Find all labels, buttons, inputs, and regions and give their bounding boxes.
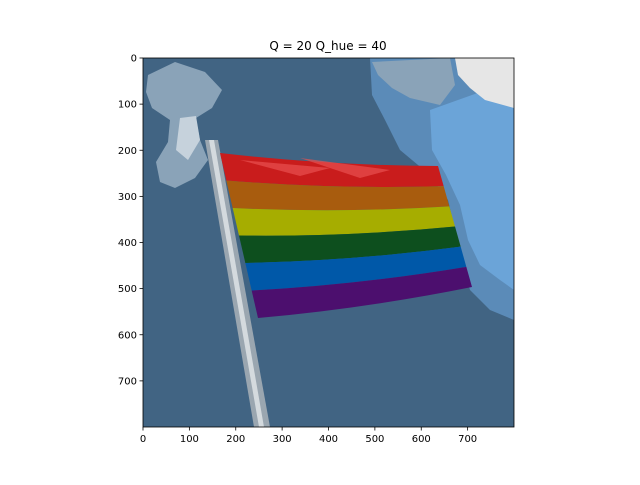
y-tick-label: 600 [118,330,137,341]
flag-stripe [245,246,467,291]
chart-title: Q = 20 Q_hue = 40 [269,39,386,53]
flag-stripe [226,180,450,211]
x-tick-label: 400 [319,434,338,445]
image-sea-highlight [430,80,514,290]
x-tick-label: 300 [273,434,292,445]
x-tick-label: 600 [412,434,431,445]
flag-pole-highlight [209,140,264,427]
flag-stripe [239,226,461,263]
y-tick-label: 400 [118,238,137,249]
y-axis: 0 100 200 300 400 500 600 700 [118,54,143,387]
flag-stripe [232,206,455,236]
plot-image [143,58,514,427]
y-tick-label: 300 [118,192,137,203]
x-tick-label: 700 [458,434,477,445]
flag-stripe [251,266,472,318]
x-tick-label: 200 [226,434,245,445]
y-tick-label: 700 [118,376,137,387]
y-tick-label: 100 [118,100,137,111]
flag-fold-highlight [240,158,390,178]
x-tick-label: 0 [140,434,146,445]
x-axis: 0 100 200 300 400 500 600 700 [140,427,477,445]
y-tick-label: 0 [131,54,137,65]
image-left-patch-detail [176,116,200,160]
x-tick-label: 500 [365,434,384,445]
y-tick-label: 500 [118,284,137,295]
image-sky-patch [455,58,514,108]
flag-stripes [220,153,472,318]
x-tick-label: 100 [180,434,199,445]
y-tick-label: 200 [118,146,137,157]
image-cloud-detail [372,58,455,105]
flag-stripe [220,153,444,188]
